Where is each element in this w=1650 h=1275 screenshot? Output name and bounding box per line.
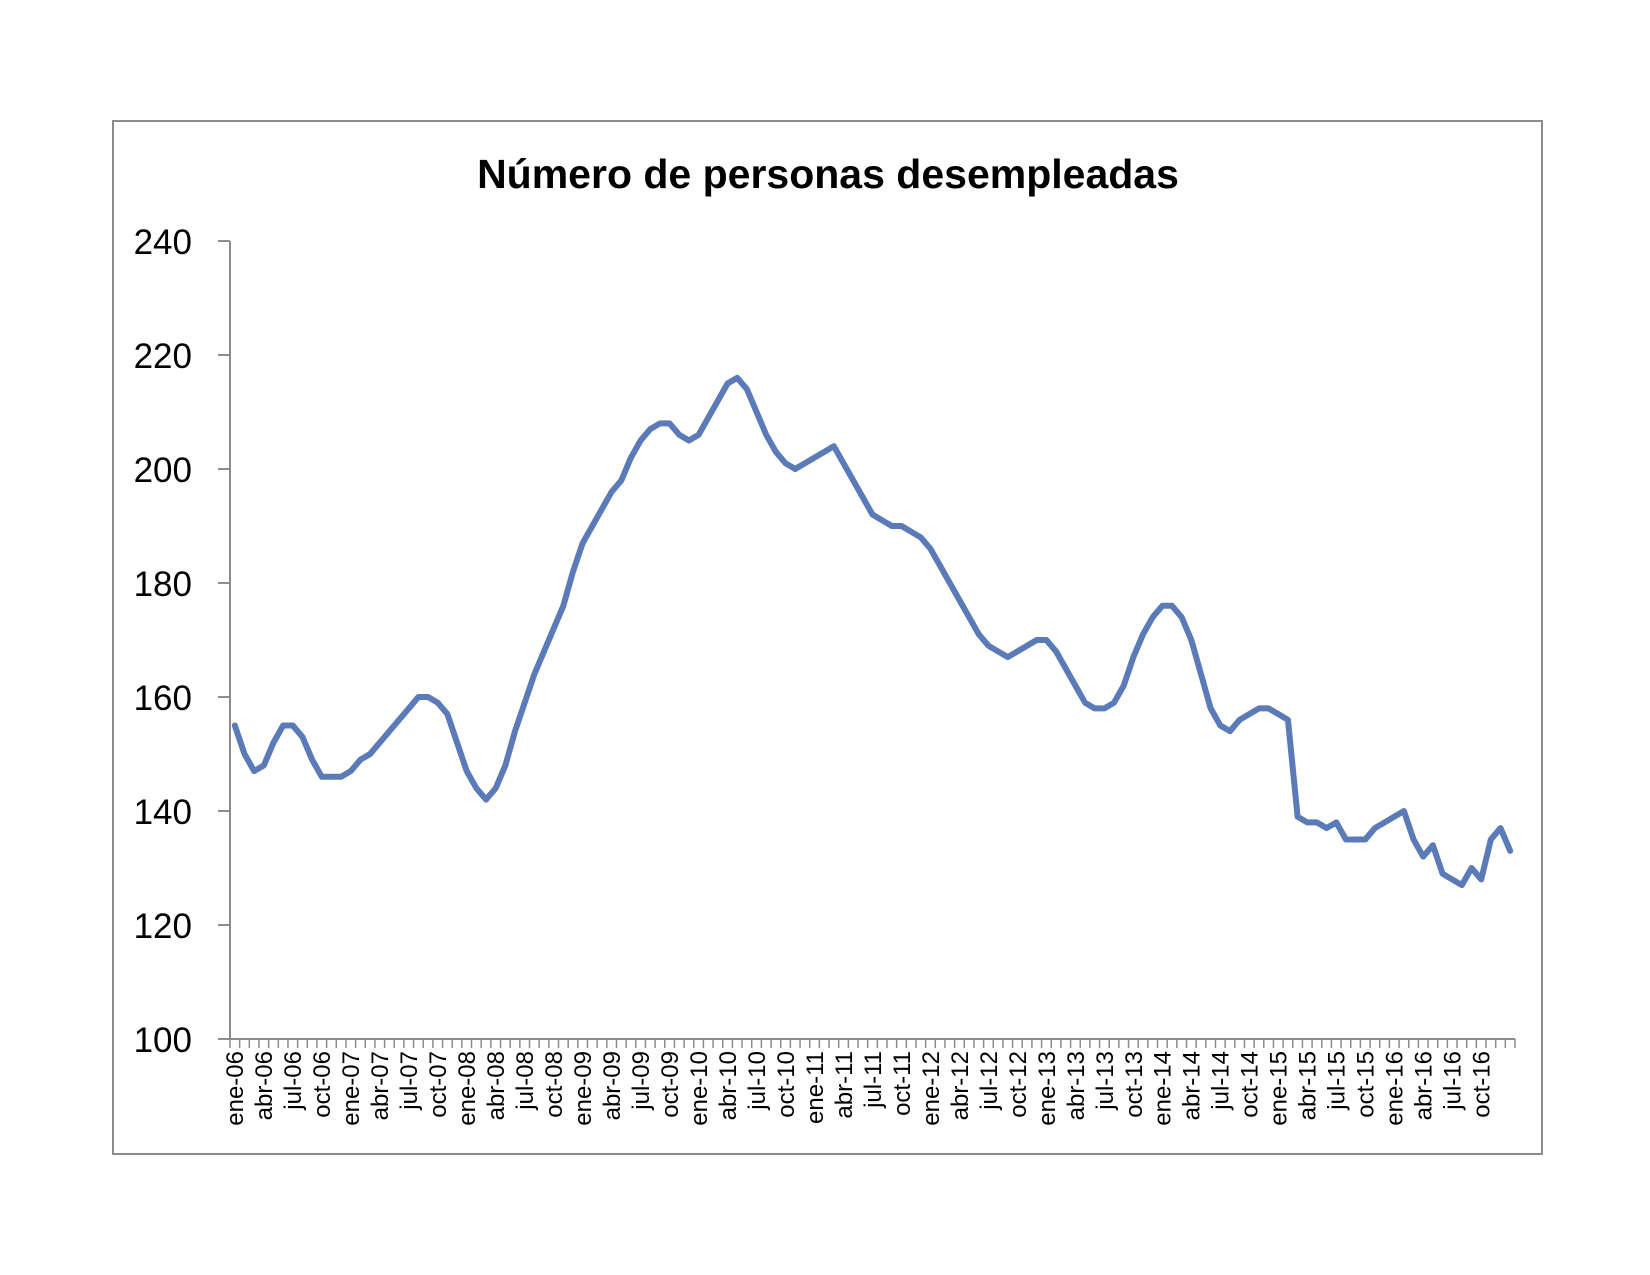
x-tick-label: jul-07 bbox=[396, 1051, 423, 1111]
y-tick-label: 220 bbox=[134, 337, 192, 376]
x-tick-label: jul-13 bbox=[1092, 1051, 1119, 1111]
y-tick-label: 180 bbox=[134, 565, 192, 604]
x-tick-label: ene-10 bbox=[686, 1051, 713, 1126]
x-tick-label: abr-08 bbox=[483, 1051, 510, 1120]
x-tick-label: abr-06 bbox=[251, 1051, 278, 1120]
y-axis: 100 120 140 160 180 200 220 240 bbox=[134, 223, 231, 1060]
x-tick-label: ene-08 bbox=[454, 1051, 481, 1126]
x-tick-label: oct-14 bbox=[1237, 1051, 1264, 1118]
series-layer bbox=[231, 374, 1514, 889]
x-tick-label: oct-08 bbox=[541, 1051, 568, 1118]
x-tick-label: ene-06 bbox=[222, 1051, 249, 1126]
x-tick-label: ene-14 bbox=[1150, 1051, 1177, 1126]
x-axis: ene-06 abr-06 jul-06 oct-06 ene-07 abr-07 jul-… bbox=[222, 1038, 1516, 1126]
x-tick-label: oct-15 bbox=[1353, 1051, 1380, 1118]
x-tick-label: jul-16 bbox=[1440, 1051, 1467, 1111]
x-tick-label: oct-10 bbox=[773, 1051, 800, 1118]
x-tick-label: jul-09 bbox=[628, 1051, 655, 1111]
x-tick-label: oct-11 bbox=[889, 1051, 916, 1116]
x-tick-label: jul-12 bbox=[976, 1051, 1003, 1111]
x-tick-label: oct-07 bbox=[425, 1051, 452, 1118]
x-tick-label: jul-15 bbox=[1324, 1051, 1351, 1111]
x-tick-label: ene-15 bbox=[1266, 1051, 1293, 1126]
x-tick-label: ene-07 bbox=[338, 1051, 365, 1126]
x-tick-label: abr-14 bbox=[1179, 1051, 1206, 1120]
x-tick-label: oct-06 bbox=[309, 1051, 336, 1118]
x-tick-label: jul-14 bbox=[1208, 1051, 1235, 1111]
x-tick-label: abr-15 bbox=[1295, 1051, 1322, 1120]
x-tick-label: abr-13 bbox=[1063, 1051, 1090, 1120]
y-tick-label: 140 bbox=[134, 793, 192, 832]
x-tick-label: jul-10 bbox=[744, 1051, 771, 1111]
x-tick-label: abr-09 bbox=[599, 1051, 626, 1120]
x-tick-label: abr-10 bbox=[715, 1051, 742, 1120]
chart-frame bbox=[112, 120, 1543, 1155]
x-tick-label: ene-13 bbox=[1034, 1051, 1061, 1126]
x-tick-label: abr-16 bbox=[1411, 1051, 1438, 1120]
x-tick-label: ene-16 bbox=[1382, 1051, 1409, 1126]
x-tick-label: jul-06 bbox=[280, 1051, 307, 1111]
x-tick-label: jul-11 bbox=[860, 1051, 887, 1109]
x-tick-label: ene-09 bbox=[570, 1051, 597, 1126]
x-tick-label: ene-12 bbox=[918, 1051, 945, 1126]
x-tick-label: abr-07 bbox=[367, 1051, 394, 1120]
y-tick-label: 120 bbox=[134, 907, 192, 946]
series-line bbox=[231, 374, 1514, 889]
y-tick-label: 200 bbox=[134, 451, 192, 490]
y-tick-label: 100 bbox=[134, 1021, 192, 1060]
x-tick-label: oct-12 bbox=[1005, 1051, 1032, 1118]
x-tick-label: oct-16 bbox=[1469, 1051, 1496, 1118]
x-tick-label: abr-12 bbox=[947, 1051, 974, 1120]
x-tick-label: oct-09 bbox=[657, 1051, 684, 1118]
x-tick-label: oct-13 bbox=[1121, 1051, 1148, 1118]
chart-title: Número de personas desempleadas bbox=[477, 151, 1179, 197]
y-tick-label: 240 bbox=[134, 223, 192, 262]
y-tick-label: 160 bbox=[134, 679, 192, 718]
x-tick-label: ene-11 bbox=[802, 1051, 829, 1124]
x-tick-label: jul-08 bbox=[512, 1051, 539, 1111]
x-tick-label: abr-11 bbox=[831, 1051, 858, 1119]
